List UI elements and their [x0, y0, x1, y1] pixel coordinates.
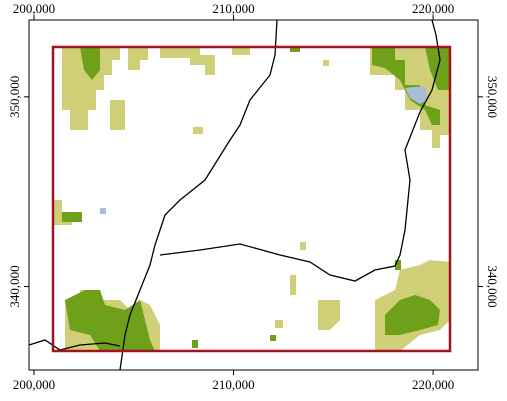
- x-tick-label: 200,000: [13, 1, 55, 16]
- land-patch: [100, 208, 106, 214]
- x-tick-label: 220,000: [412, 1, 454, 16]
- land-patch: [80, 47, 100, 80]
- boundary: [28, 339, 121, 351]
- x-tick-label: 200,000: [13, 377, 55, 392]
- land-patch: [192, 340, 198, 348]
- y-tick-label: 340,000: [485, 265, 500, 307]
- land-patch: [385, 295, 440, 335]
- land-patch: [62, 212, 82, 222]
- land-patch: [193, 127, 203, 134]
- land-patch: [62, 47, 120, 130]
- land-patch: [290, 275, 296, 295]
- land-patch: [275, 320, 283, 328]
- land-patch: [160, 47, 215, 75]
- land-patch: [65, 290, 155, 351]
- land-patch: [270, 335, 276, 341]
- y-tick-label: 350,000: [485, 76, 500, 118]
- study-area: [51, 45, 452, 353]
- boundary: [119, 19, 278, 371]
- x-tick-label: 220,000: [412, 377, 454, 392]
- y-tick-label: 350,000: [7, 76, 22, 118]
- land-patch: [318, 300, 340, 330]
- land-patch: [323, 60, 329, 66]
- land-cover: [53, 47, 450, 351]
- y-tick-label: 340,000: [7, 265, 22, 307]
- land-patch: [405, 86, 428, 104]
- land-patch: [395, 260, 401, 270]
- land-patch: [232, 47, 250, 55]
- boundary-lines: [28, 19, 441, 371]
- land-patch: [300, 242, 306, 250]
- x-tick-label: 210,000: [212, 377, 254, 392]
- boundary: [159, 19, 441, 282]
- land-patch: [110, 100, 125, 130]
- x-tick-label: 210,000: [212, 1, 254, 16]
- map-frame: [28, 19, 479, 371]
- land-patch: [128, 47, 148, 70]
